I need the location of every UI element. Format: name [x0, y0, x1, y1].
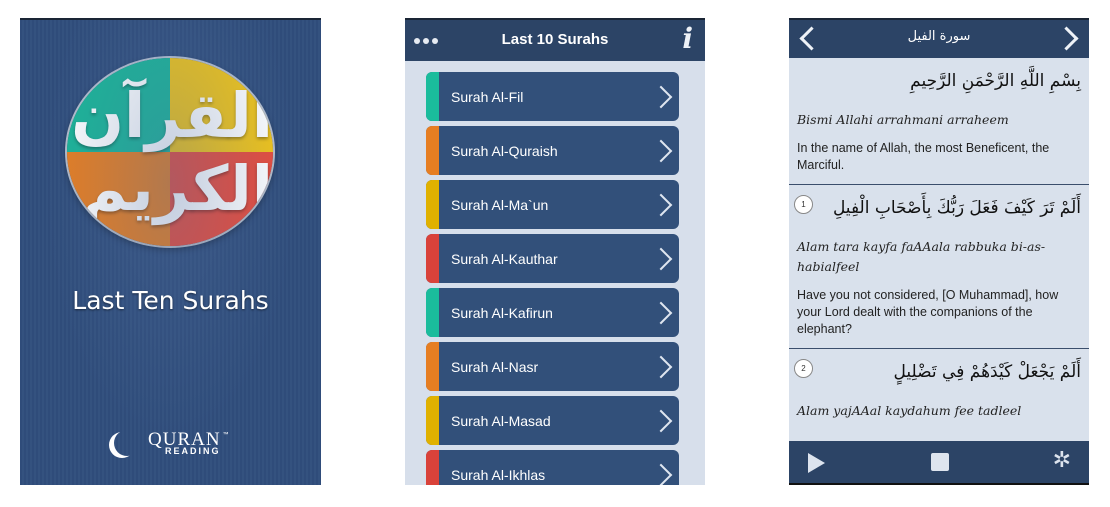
- surah-item-al-fil[interactable]: Surah Al-Fil: [426, 72, 679, 121]
- surah-label: Surah Al-Quraish: [451, 142, 558, 159]
- splash-screen: القرآن الكريم Last Ten Surahs QURAN READ…: [20, 18, 321, 485]
- surah-label: Surah Al-Nasr: [451, 358, 539, 375]
- verse-translation: In the name of Allah, the most Beneficen…: [797, 141, 1050, 172]
- chevron-right-icon: [649, 355, 673, 378]
- logo-quadrant-red: [170, 152, 273, 246]
- brand-subtitle: READING: [165, 446, 221, 456]
- chevron-right-icon: [649, 85, 673, 108]
- surah-label: Surah Al-Kafirun: [451, 304, 553, 321]
- color-stripe: [426, 126, 439, 175]
- color-stripe: [426, 72, 439, 121]
- surah-item-al-masad[interactable]: Surah Al-Masad: [426, 396, 679, 445]
- surah-label: Surah Al-Ma`un: [451, 196, 549, 213]
- quran-reading-brand: QURAN READING ™: [108, 430, 229, 456]
- surah-item-al-ikhlas[interactable]: Surah Al-Ikhlas: [426, 450, 679, 485]
- color-stripe: [426, 234, 439, 283]
- color-stripe: [426, 288, 439, 337]
- verse-arabic: بِسْمِ اللَّهِ الرَّحْمَنِ الرَّحِيمِ: [910, 71, 1081, 91]
- color-stripe: [426, 450, 439, 485]
- chevron-right-icon: [649, 301, 673, 324]
- quran-logo: القرآن الكريم: [67, 58, 273, 246]
- chevron-right-icon: [649, 139, 673, 162]
- surah-reader-screen: سورة الفيل بِسْمِ اللَّهِ الرَّحْمَنِ ال…: [789, 18, 1089, 485]
- verse-transliteration: Alam tara kayfa faAAala rabbuka bi-as-ha…: [797, 239, 1046, 274]
- logo-quadrant-orange: [67, 152, 170, 246]
- splash-title: Last Ten Surahs: [72, 286, 269, 315]
- surah-title: سورة الفيل: [907, 29, 971, 44]
- verse-transliteration: Bismi Allahi arrahmani arraheem: [797, 112, 1009, 127]
- surah-list: Surah Al-Fil Surah Al-Quraish Surah Al-M…: [426, 72, 679, 485]
- list-title: Last 10 Surahs: [501, 31, 609, 48]
- verse-arabic: أَلَمْ يَجْعَلْ كَيْدَهُمْ فِي تَضْلِيلٍ: [893, 362, 1081, 382]
- surah-label: Surah Al-Ikhlas: [451, 466, 546, 483]
- surah-label: Surah Al-Fil: [451, 88, 524, 105]
- surah-item-al-kauthar[interactable]: Surah Al-Kauthar: [426, 234, 679, 283]
- surah-list-screen: Last 10 Surahs i Surah Al-Fil Surah Al-Q…: [405, 18, 705, 485]
- logo-calligraphy: القرآن الكريم: [71, 79, 273, 225]
- surah-label: Surah Al-Masad: [451, 412, 551, 429]
- crescent-moon-icon: [114, 430, 140, 456]
- more-dots-icon[interactable]: [414, 38, 438, 44]
- surah-item-al-nasr[interactable]: Surah Al-Nasr: [426, 342, 679, 391]
- verse-translation: Have you not considered, [O Muhammad], h…: [797, 288, 1059, 336]
- surah-label: Surah Al-Kauthar: [451, 250, 558, 267]
- logo-quadrant-yellow: [170, 58, 273, 152]
- verse-arabic: أَلَمْ تَرَ كَيْفَ فَعَلَ رَبُّكَ بِأَصْ…: [832, 198, 1081, 218]
- verse-1: 1 أَلَمْ تَرَ كَيْفَ فَعَلَ رَبُّكَ بِأَ…: [789, 185, 1089, 349]
- verse-number-badge: 2: [794, 359, 813, 378]
- chevron-right-icon: [649, 409, 673, 432]
- chevron-right-icon: [649, 193, 673, 216]
- gear-icon[interactable]: ✲: [1052, 448, 1071, 473]
- chevron-right-icon: [649, 247, 673, 270]
- chevron-right-icon: [649, 463, 673, 485]
- verse-2: 2 أَلَمْ يَجْعَلْ كَيْدَهُمْ فِي تَضْلِي…: [789, 349, 1089, 431]
- surah-item-al-quraish[interactable]: Surah Al-Quraish: [426, 126, 679, 175]
- list-header: Last 10 Surahs i: [405, 18, 705, 61]
- verse-transliteration: Alam yajAAal kaydahum fee tadleel: [797, 403, 1022, 418]
- info-icon[interactable]: i: [682, 22, 693, 55]
- surah-item-al-maun[interactable]: Surah Al-Ma`un: [426, 180, 679, 229]
- surah-item-al-kafirun[interactable]: Surah Al-Kafirun: [426, 288, 679, 337]
- trademark: ™: [222, 432, 229, 438]
- brand-name: QURAN: [148, 429, 221, 450]
- playback-toolbar: ✲: [789, 441, 1089, 485]
- stop-icon[interactable]: [931, 453, 949, 471]
- verse-bismillah: بِسْمِ اللَّهِ الرَّحْمَنِ الرَّحِيمِ Bi…: [789, 58, 1089, 185]
- color-stripe: [426, 342, 439, 391]
- play-icon[interactable]: [808, 453, 825, 473]
- color-stripe: [426, 180, 439, 229]
- reader-header: سورة الفيل: [789, 18, 1089, 58]
- color-stripe: [426, 396, 439, 445]
- verse-number-badge: 1: [794, 195, 813, 214]
- logo-quadrant-teal: [67, 58, 170, 152]
- verses-content[interactable]: بِسْمِ اللَّهِ الرَّحْمَنِ الرَّحِيمِ Bi…: [789, 58, 1089, 441]
